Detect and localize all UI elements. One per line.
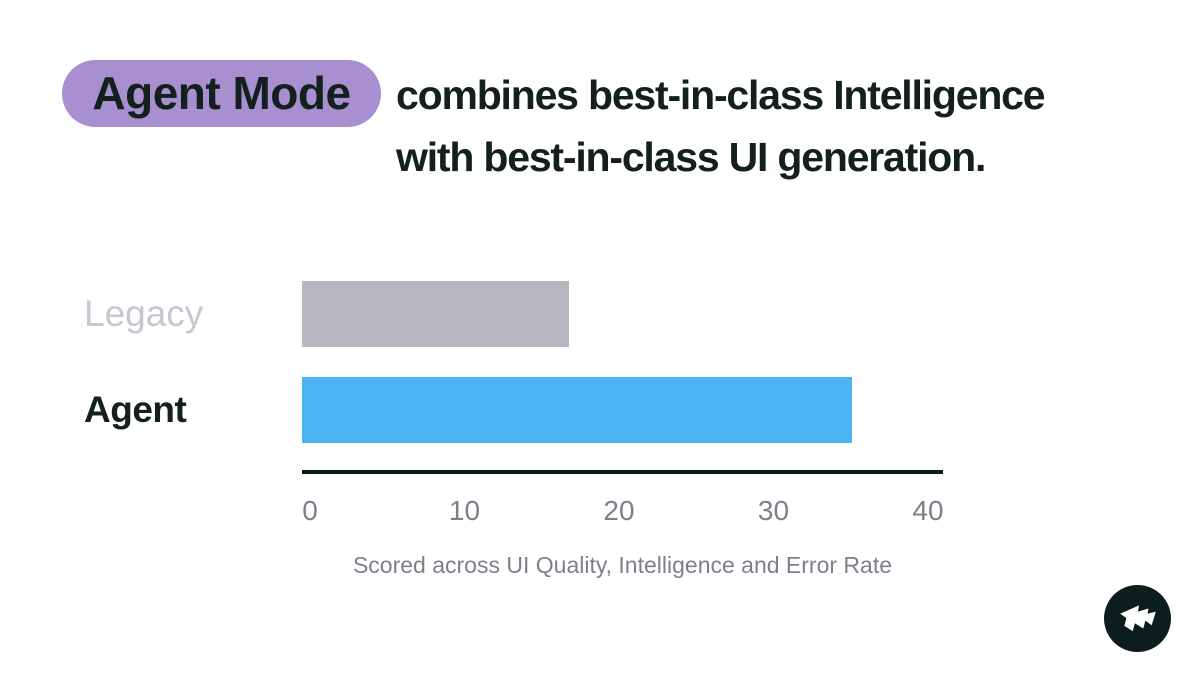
x-tick-label-20: 20 — [603, 495, 635, 526]
x-tick-label-30: 30 — [757, 495, 790, 526]
x-axis-caption: Scored across UI Quality, Intelligence a… — [352, 552, 893, 578]
brand-logo — [1104, 585, 1171, 652]
agent-mode-badge: Agent Mode — [62, 60, 381, 127]
x-axis-line — [302, 470, 943, 474]
flag-icon — [1119, 604, 1156, 631]
category-label-legacy: Legacy — [84, 293, 204, 334]
page-title: combines best-in-class Intelligence with… — [396, 64, 1046, 188]
badge-label: Agent Mode — [92, 66, 351, 119]
title-line-2: with best-in-class UI generation. — [396, 134, 986, 180]
x-tick-label-10: 10 — [448, 495, 481, 526]
bar-agent — [302, 377, 852, 443]
title-line-1: combines best-in-class Intelligence — [396, 72, 1046, 118]
x-tick-label-0: 0 — [302, 495, 318, 526]
bar-legacy — [302, 281, 569, 347]
category-label-agent: Agent — [84, 389, 187, 430]
x-tick-label-40: 40 — [912, 495, 944, 526]
